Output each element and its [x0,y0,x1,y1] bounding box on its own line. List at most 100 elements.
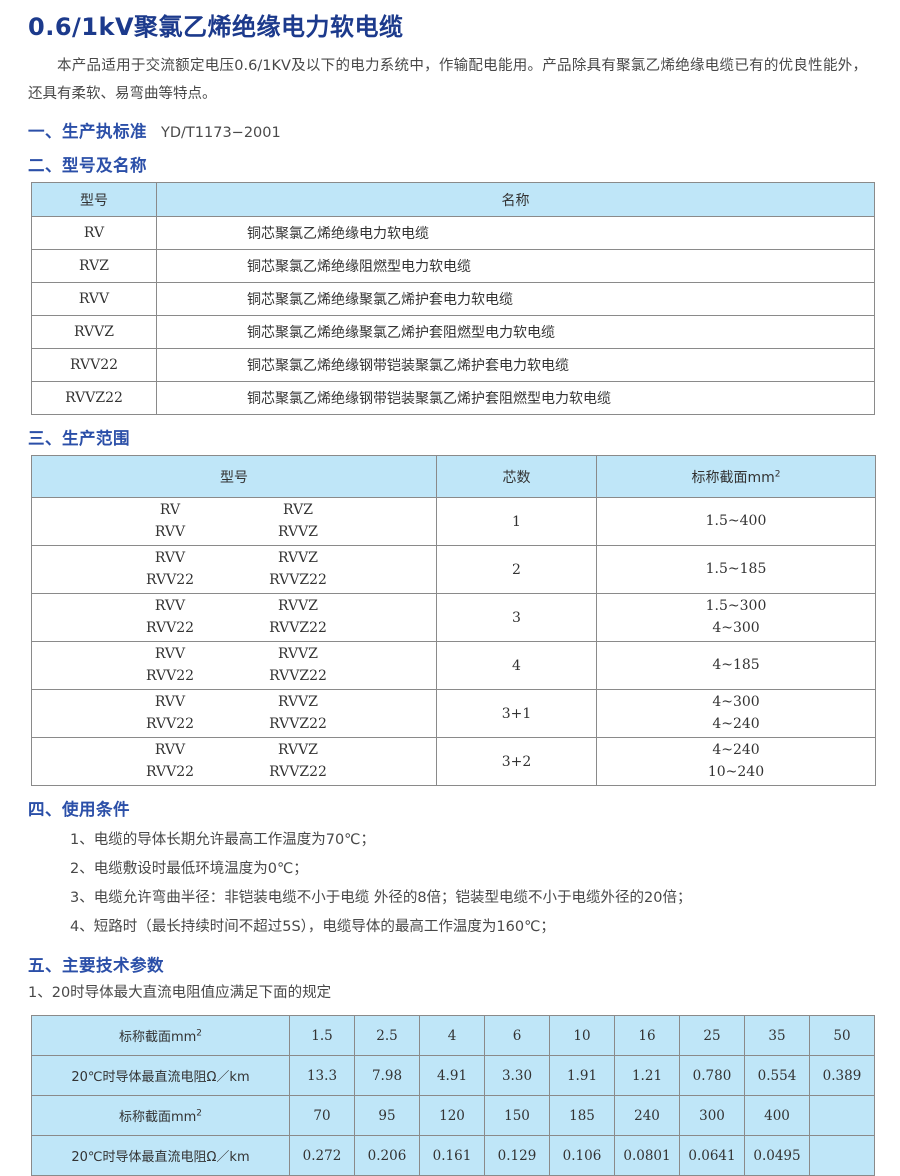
type-code: RVV22 [145,571,195,588]
models-table: 型号 名称 RV 铜芯聚氯乙烯绝缘电力软电缆 RVZ 铜芯聚氯乙烯绝缘阻燃型电力软电缆… [31,182,875,416]
row-label-resistance: 20℃时导体最直流电阻Ω／km [31,1055,290,1097]
table-row: 20℃时导体最直流电阻Ω／km 0.272 0.206 0.161 0.129 0.106… [31,1135,875,1176]
row-label-section: 标称截面mm2 [31,1095,290,1137]
cell-section-value: 6 [484,1015,550,1057]
section-value: 4~300 [712,619,760,636]
type-pair: RVV22 RVVZ22 [38,666,430,688]
cell-section-value [809,1095,875,1137]
type-pair: RVV RVVZ [38,596,430,618]
table-row: 标称截面mm2 1.5 2.5 4 6 10 16 25 35 50 [31,1015,875,1057]
type-code: RV [159,501,181,518]
cell-cores: 3+2 [436,737,597,787]
list-item: 3、电缆允许弯曲半径：非铠装电缆不小于电缆 外径的8倍；铠装型电缆不小于电缆外径… [70,890,692,907]
cell-types: RVV RVVZ RVV22 RVVZ22 [31,641,437,691]
cell-section-value: 16 [614,1015,680,1057]
table-row: RVV RVVZ RVV22 RVVZ22 4 4~185 [31,641,876,691]
type-code: RVVZ22 [269,667,327,684]
section-value: 4~185 [712,656,760,673]
col-header-type: 型号 [31,455,437,499]
type-code: RVV [154,523,186,540]
type-pair: RVV RVVZ [38,692,430,714]
cell-cores: 3+1 [436,689,597,739]
type-code: RVVZ [278,645,318,662]
col-header-section: 标称截面mm2 [596,455,876,499]
cell-name: 铜芯聚氯乙烯绝缘聚氯乙烯护套阻燃型电力软电缆 [156,315,875,350]
intro-paragraph: 本产品适用于交流额定电压0.6/1KV及以下的电力系统中，作输配电能用。产品除具… [28,57,867,102]
section-value: 4~240 [712,741,760,758]
table-row: RVVZ22 铜芯聚氯乙烯绝缘钢带铠装聚氯乙烯护套阻燃型电力软电缆 [31,381,875,416]
cell-types: RVV RVVZ RVV22 RVVZ22 [31,593,437,643]
section-value: 4~240 [712,715,760,732]
type-pair: RVV RVVZ [38,644,430,666]
table-row: RV 铜芯聚氯乙烯绝缘电力软电缆 [31,216,875,251]
table-row: RVVZ 铜芯聚氯乙烯绝缘聚氯乙烯护套阻燃型电力软电缆 [31,315,875,350]
cell-resistance-value: 0.161 [419,1135,485,1176]
cell-resistance-value: 0.129 [484,1135,550,1176]
section-heading-3: 三、生产范围 [28,425,875,449]
type-code: RVVZ [278,549,318,566]
type-code: RVV22 [145,667,195,684]
type-code: RVVZ [278,523,318,540]
table-row: RVV RVVZ RVV22 RVVZ22 3+2 4~240 10~240 [31,737,876,787]
row-label-resistance: 20℃时导体最直流电阻Ω／km [31,1135,290,1176]
type-code: RVV [154,549,186,566]
row-label-section: 标称截面mm2 [31,1015,290,1057]
resistance-table: 标称截面mm2 1.5 2.5 4 6 10 16 25 35 50 20℃时导体最直流电阻Ω／km… [31,1015,875,1176]
list-item: 4、短路时（最长持续时间不超过5S），电缆导体的最高工作温度为160℃； [70,919,555,936]
cell-resistance-value: 0.0495 [744,1135,810,1176]
section5-label: 五、主要技术参数 [28,956,164,976]
type-pair: RVV RVVZ [38,548,430,570]
cell-resistance-value: 0.272 [289,1135,355,1176]
cell-resistance-value: 13.3 [289,1055,355,1097]
section-heading-2: 二、型号及名称 [28,152,875,176]
section-value: 4~300 [712,693,760,710]
cell-section-value: 300 [679,1095,745,1137]
section-value: 10~240 [707,763,765,780]
cell-section-value: 150 [484,1095,550,1137]
cell-cores: 2 [436,545,597,595]
cell-name: 铜芯聚氯乙烯绝缘电力软电缆 [156,216,875,251]
cell-section-value: 185 [549,1095,615,1137]
cell-sections: 4~240 10~240 [596,737,876,787]
type-code: RVV [154,741,186,758]
superscript-two: 2 [196,1108,203,1119]
cell-section-value: 25 [679,1015,745,1057]
section5-note: 1、20时导体最大直流电阻值应满足下面的规定 [28,985,332,1002]
type-code: RVVZ [278,597,318,614]
table-row: RVV RVVZ RVV22 RVVZ22 3 1.5~300 4~300 [31,593,876,643]
cell-sections: 1.5~300 4~300 [596,593,876,643]
type-pair: RVV RVVZ [38,740,430,762]
type-code: RVVZ22 [269,571,327,588]
page-title: 0.6/1kV聚氯乙烯绝缘电力软电缆 [28,13,404,41]
cell-section-value: 4 [419,1015,485,1057]
cell-section-value: 120 [419,1095,485,1137]
cell-resistance-value: 1.21 [614,1055,680,1097]
type-pair: RVV22 RVVZ22 [38,618,430,640]
type-code: RVV22 [145,619,195,636]
cell-types: RVV RVVZ RVV22 RVVZ22 [31,689,437,739]
cell-model: RVV [31,282,157,317]
section3-label: 三、生产范围 [28,429,130,449]
section2-label: 二、型号及名称 [28,156,147,176]
cell-section-value: 2.5 [354,1015,420,1057]
section-heading-5: 五、主要技术参数 [28,952,875,976]
cell-model: RV [31,216,157,251]
type-code: RVVZ [278,741,318,758]
type-pair: RVV RVVZ [38,522,430,544]
cell-sections: 4~185 [596,641,876,691]
cell-resistance-value: 0.0801 [614,1135,680,1176]
cell-model: RVVZ22 [31,381,157,416]
type-code: RVVZ22 [269,619,327,636]
type-code: RVVZ22 [269,715,327,732]
type-code: RVZ [283,501,313,518]
type-pair: RVV22 RVVZ22 [38,570,430,592]
table-row: RVV RVVZ RVV22 RVVZ22 3+1 4~300 4~240 [31,689,876,739]
cell-resistance-value: 7.98 [354,1055,420,1097]
cell-sections: 1.5~400 [596,497,876,547]
cell-name: 铜芯聚氯乙烯绝缘钢带铠装聚氯乙烯护套电力软电缆 [156,348,875,383]
table-row: RVZ 铜芯聚氯乙烯绝缘阻燃型电力软电缆 [31,249,875,284]
type-code: RVV22 [145,715,195,732]
range-table: 型号 芯数 标称截面mm2 RV RVZ RVV RVVZ 1 1.5~400 RVV RVV… [31,455,876,787]
list-item: 1、电缆的导体长期允许最高工作温度为70℃； [70,832,375,849]
standard-code: YD/T1173−2001 [161,125,281,142]
